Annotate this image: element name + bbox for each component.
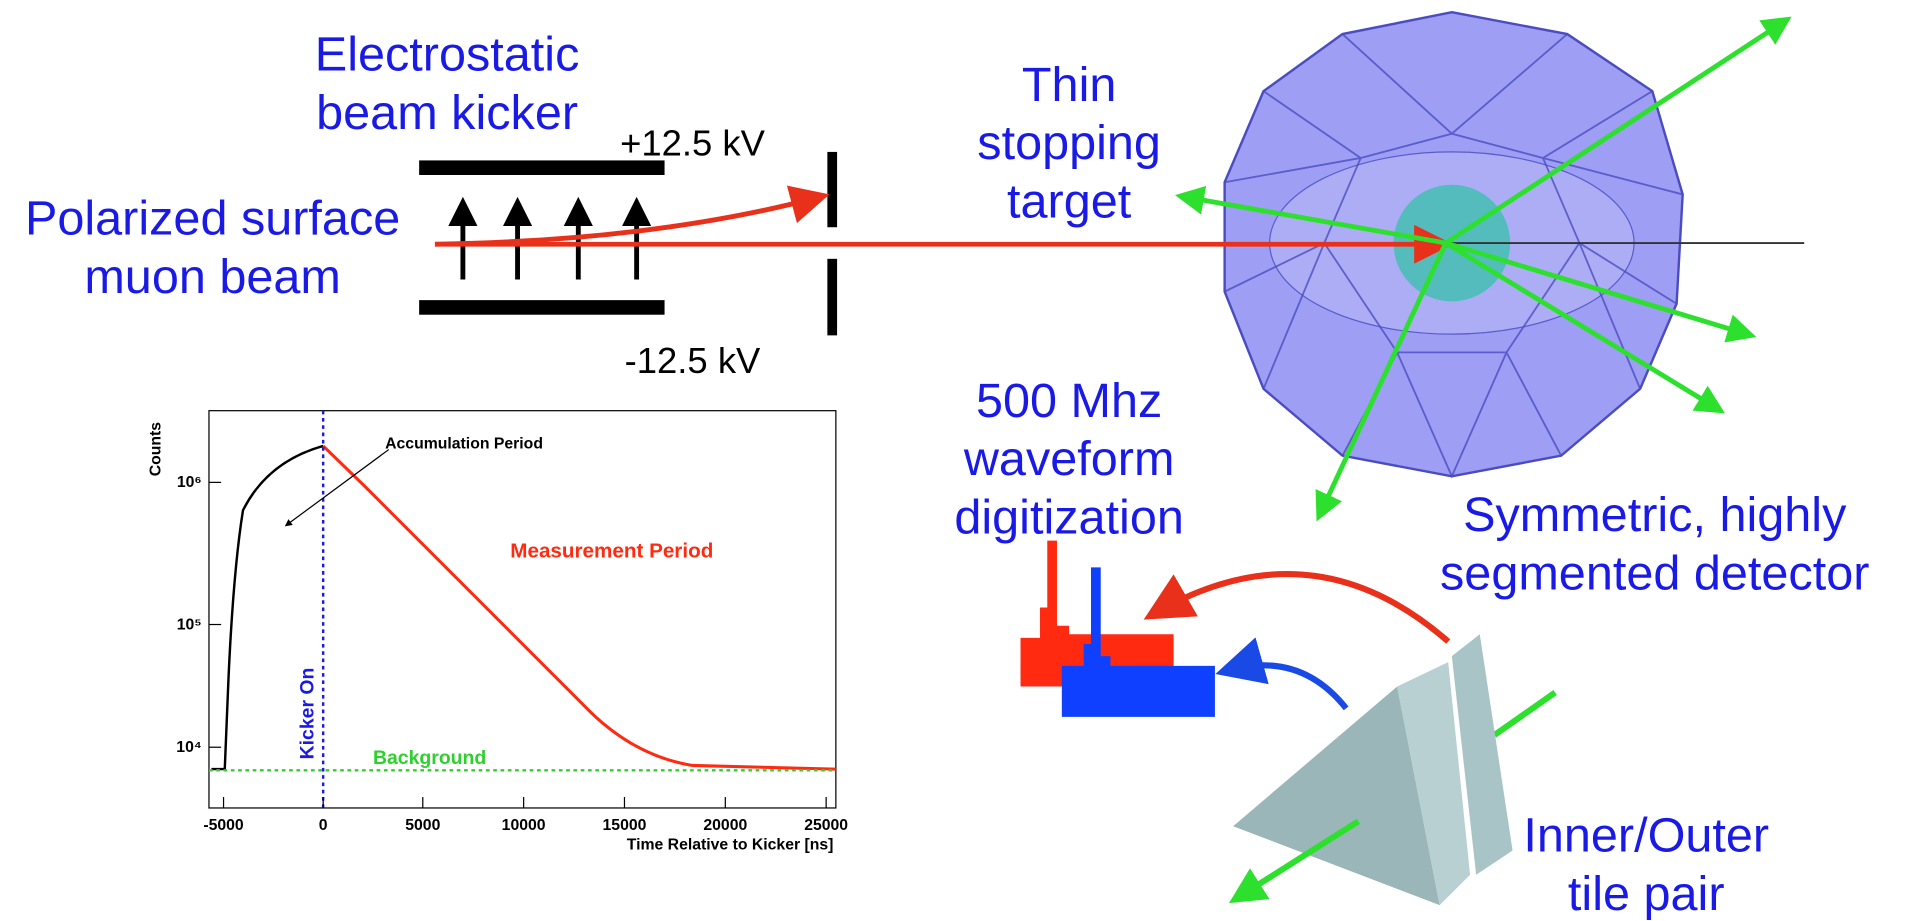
kicker-plate bbox=[419, 160, 665, 175]
label: Thin bbox=[1022, 58, 1117, 112]
label: beam kicker bbox=[316, 86, 578, 140]
label: Electrostatic bbox=[315, 28, 580, 82]
label: stopping bbox=[977, 116, 1161, 170]
x-tick-label: 0 bbox=[319, 817, 328, 834]
x-tick-label: 5000 bbox=[405, 817, 440, 834]
label: tile pair bbox=[1568, 867, 1725, 921]
voltage: -12.5 kV bbox=[625, 340, 761, 381]
x-tick-label: 25000 bbox=[804, 817, 848, 834]
inset-plot: Accumulation Period Measurement Period B… bbox=[147, 410, 848, 853]
collimator bbox=[827, 258, 838, 336]
measurement-curve bbox=[322, 444, 836, 771]
label: Inner/Outer bbox=[1523, 809, 1769, 863]
accumulation-curve bbox=[211, 444, 324, 771]
label: 500 Mhz bbox=[976, 374, 1162, 428]
tile-pair bbox=[1228, 634, 1557, 906]
label: digitization bbox=[954, 490, 1184, 544]
label: waveform bbox=[963, 432, 1175, 486]
label: Symmetric, highly bbox=[1463, 488, 1847, 542]
signal-arrow bbox=[1143, 571, 1451, 644]
label: Polarized surface bbox=[25, 192, 400, 246]
annotation: Kicker On bbox=[296, 668, 318, 760]
waveform-red bbox=[1020, 540, 1174, 687]
kicked-beam bbox=[434, 185, 830, 247]
x-tick-label: 10000 bbox=[502, 817, 546, 834]
label: target bbox=[1007, 175, 1132, 229]
y-tick-label: 10⁶ bbox=[177, 474, 202, 491]
annotation: Accumulation Period bbox=[385, 435, 543, 452]
kicker-plate bbox=[419, 300, 665, 315]
x-tick-label: 15000 bbox=[603, 817, 647, 834]
annotation: Background bbox=[373, 747, 486, 769]
x-tick-label: 20000 bbox=[703, 817, 747, 834]
decay-tracks bbox=[1174, 16, 1792, 522]
y-tick-label: 10⁵ bbox=[177, 616, 202, 633]
label: segmented detector bbox=[1440, 546, 1869, 600]
label: muon beam bbox=[84, 250, 341, 304]
collimator bbox=[827, 151, 838, 228]
x-tick-label: -5000 bbox=[203, 817, 244, 834]
signal-arrow bbox=[1215, 637, 1349, 711]
waveform-blue bbox=[1061, 567, 1215, 717]
annotation: Measurement Period bbox=[510, 540, 713, 563]
voltage: +12.5 kV bbox=[620, 123, 766, 164]
axis-label: Time Relative to Kicker [ns] bbox=[627, 836, 834, 853]
y-tick-label: 10⁴ bbox=[176, 739, 201, 756]
axis-label: Counts bbox=[147, 422, 164, 477]
